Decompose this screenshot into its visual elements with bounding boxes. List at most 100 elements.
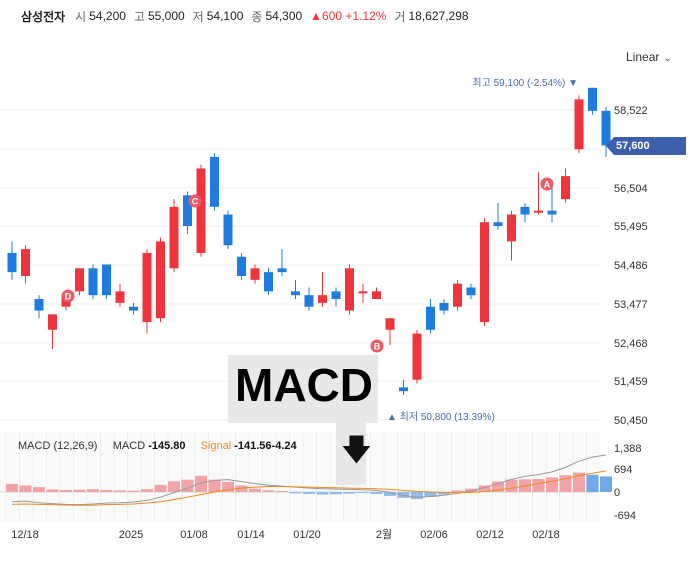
macd-legend: MACD (12,26,9) MACD -145.80 Signal -141.… bbox=[18, 440, 297, 452]
candle-body bbox=[345, 268, 354, 311]
macd-histogram-bar bbox=[451, 490, 464, 492]
signal-line bbox=[11, 470, 607, 506]
marker-label: B bbox=[374, 342, 381, 352]
macd-value: -145.80 bbox=[148, 440, 186, 452]
macd-histogram-bar bbox=[276, 491, 288, 493]
marker-circle bbox=[370, 339, 384, 353]
x-tick-label: 01/14 bbox=[237, 529, 265, 541]
candle-body bbox=[412, 333, 422, 380]
y-tick-label: 53,477 bbox=[614, 299, 648, 311]
macd-histogram-bar bbox=[46, 489, 59, 492]
macd-histogram-bar bbox=[316, 492, 329, 495]
high-value: 55,000 bbox=[147, 9, 185, 23]
low-label: 저 bbox=[192, 9, 204, 24]
x-tick-label: 01/20 bbox=[293, 529, 321, 541]
candle-body bbox=[156, 241, 165, 319]
macd-histogram-bar bbox=[492, 481, 504, 492]
candle-body bbox=[102, 264, 111, 296]
scale-mode-dropdown[interactable]: Linear ⌄ bbox=[626, 50, 672, 64]
candle-body bbox=[115, 291, 125, 303]
marker-label: A bbox=[544, 180, 551, 190]
candle-body bbox=[480, 222, 489, 323]
marker-circle bbox=[540, 177, 554, 191]
macd-histogram-bar bbox=[330, 492, 342, 495]
macd-histogram-bar bbox=[303, 492, 315, 494]
callout-box-tail bbox=[336, 415, 366, 485]
candle-body bbox=[385, 318, 395, 330]
candle-body bbox=[534, 210, 543, 213]
macd-histogram-bar bbox=[289, 492, 302, 494]
macd-histogram-bar bbox=[573, 472, 585, 492]
candle-body bbox=[34, 299, 44, 311]
macd-params: MACD (12,26,9) bbox=[18, 440, 98, 452]
macd-label: MACD bbox=[112, 440, 146, 452]
high-annotation: 최고 59,100 (-2.54%) ▼ bbox=[472, 77, 578, 89]
macd-histogram-bar bbox=[222, 481, 234, 492]
y-tick-label: 56,504 bbox=[614, 183, 648, 195]
macd-histogram-bar bbox=[73, 489, 86, 492]
marker-label: D bbox=[65, 292, 72, 302]
candle-body bbox=[7, 252, 17, 273]
candle-body bbox=[142, 252, 152, 323]
candle-body bbox=[264, 272, 273, 292]
macd-histogram-bar bbox=[411, 492, 423, 500]
chevron-down-icon: ⌄ bbox=[663, 53, 672, 64]
candle-body bbox=[237, 256, 246, 276]
candle-body bbox=[183, 195, 192, 227]
candle-body bbox=[588, 87, 597, 111]
x-tick-label: 02/06 bbox=[420, 529, 448, 541]
macd-histogram-bar bbox=[127, 490, 140, 492]
macd-histogram-bar bbox=[249, 488, 261, 492]
candle-body bbox=[277, 268, 287, 273]
macd-histogram-bar bbox=[600, 476, 612, 492]
x-tick-label: 02/18 bbox=[532, 529, 560, 541]
low-value: 54,100 bbox=[206, 9, 244, 23]
change-value: ▲600 +1.12% bbox=[310, 9, 387, 23]
macd-histogram-bar bbox=[19, 485, 32, 492]
current-price-tag: 57,600 bbox=[606, 137, 686, 155]
y-tick-label: 51,459 bbox=[614, 376, 648, 388]
candle-body bbox=[210, 156, 219, 207]
candle-body bbox=[291, 291, 300, 296]
candle-body bbox=[574, 99, 584, 150]
x-tick-label: 12/18 bbox=[11, 529, 39, 541]
close-label: 종 bbox=[251, 9, 263, 24]
stock-name: 삼성전자 bbox=[21, 9, 66, 24]
macd-histogram-bar bbox=[465, 488, 477, 492]
y-tick-label: 55,495 bbox=[614, 221, 648, 233]
macd-histogram-bar bbox=[60, 490, 72, 492]
scale-mode-label: Linear bbox=[626, 50, 660, 64]
x-tick-label: 2025 bbox=[119, 529, 143, 541]
signal-label: Signal bbox=[200, 440, 232, 452]
arrow-down-icon: 🡇 bbox=[341, 434, 372, 467]
candle-body bbox=[21, 249, 30, 276]
candle-body bbox=[331, 291, 341, 300]
y-tick-label: 52,468 bbox=[614, 338, 648, 350]
macd-histogram-bar bbox=[208, 479, 221, 492]
y-tick-label: 58,522 bbox=[614, 105, 648, 117]
candle-body bbox=[372, 291, 381, 300]
candle-body bbox=[520, 206, 530, 215]
candle-body bbox=[304, 295, 314, 307]
candle-body bbox=[223, 214, 233, 246]
y-tick-label: 54,486 bbox=[614, 260, 648, 272]
candle-body bbox=[561, 176, 570, 200]
macd-tick-label: 1,388 bbox=[614, 443, 642, 455]
macd-histogram-bar bbox=[478, 485, 491, 492]
macd-histogram-bar bbox=[195, 475, 207, 492]
candle-body bbox=[75, 268, 84, 292]
marker-label: C bbox=[192, 197, 199, 207]
signal-values: -141.56-4.24 bbox=[234, 440, 297, 452]
candle-body bbox=[426, 306, 435, 330]
x-tick-label: 2월 bbox=[376, 528, 392, 541]
open-value: 54,200 bbox=[89, 9, 126, 23]
marker-circle bbox=[188, 194, 202, 208]
macd-histogram-bar bbox=[168, 481, 180, 492]
macd-histogram-bar bbox=[100, 490, 113, 492]
callout-box bbox=[228, 355, 378, 423]
candle-body bbox=[129, 306, 138, 311]
macd-histogram-bar bbox=[424, 492, 437, 497]
macd-histogram-bar bbox=[141, 489, 153, 492]
macd-tick-label: -694 bbox=[614, 510, 636, 522]
macd-histogram-bar bbox=[438, 492, 450, 495]
